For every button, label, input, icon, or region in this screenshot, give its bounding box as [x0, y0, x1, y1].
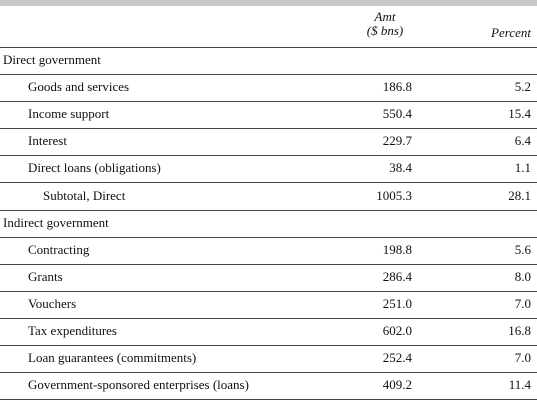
- row-label: Loan guarantees (commitments): [28, 350, 197, 366]
- row-rule: [0, 318, 537, 319]
- section-title: Direct government: [3, 52, 101, 67]
- subtotal-label: Subtotal, Direct: [43, 187, 126, 203]
- row-label: Interest: [28, 133, 67, 149]
- row-rule: [0, 237, 537, 238]
- row-label: Tax expenditures: [28, 323, 117, 338]
- row-percent: 7.0: [514, 295, 531, 311]
- row-percent: 5.6: [514, 241, 531, 257]
- row-amt: 251.0: [382, 295, 412, 311]
- row-rule: [0, 345, 537, 346]
- subtotal-percent: 28.1: [508, 187, 531, 203]
- row-amt: 550.4: [382, 106, 412, 122]
- row-amt: 409.2: [382, 377, 412, 393]
- row-percent: 11.4: [508, 377, 531, 393]
- percent-header: Percent: [491, 25, 531, 40]
- row-rule: [0, 399, 537, 400]
- row-label: Vouchers: [28, 295, 77, 311]
- row-amt: 286.4: [382, 268, 412, 284]
- row-percent: 5.2: [514, 79, 531, 95]
- row-percent: 1.1: [514, 160, 531, 176]
- row-rule: [0, 291, 537, 292]
- row-percent: 7.0: [514, 350, 531, 366]
- row-percent: 15.4: [508, 106, 531, 122]
- row-percent: 16.8: [508, 323, 531, 338]
- header-rule: [0, 47, 537, 48]
- row-amt: 38.4: [389, 160, 412, 176]
- row-amt: 186.8: [382, 79, 412, 95]
- row-rule: [0, 182, 537, 183]
- row-percent: 8.0: [514, 268, 531, 284]
- row-amt: 602.0: [382, 323, 412, 338]
- subtotal-amt: 1005.3: [376, 187, 412, 203]
- row-amt: 198.8: [382, 241, 412, 257]
- row-rule: [0, 155, 537, 156]
- row-label: Government-sponsored enterprises (loans): [28, 377, 249, 393]
- row-label: Contracting: [28, 241, 90, 257]
- row-label: Direct loans (obligations): [28, 160, 161, 176]
- row-rule: [0, 210, 537, 211]
- row-amt: 252.4: [382, 350, 412, 366]
- top-bar: [0, 0, 537, 6]
- row-rule: [0, 101, 537, 102]
- row-rule: [0, 372, 537, 373]
- row-percent: 6.4: [514, 133, 531, 149]
- row-rule: [0, 128, 537, 129]
- row-rule: [0, 74, 537, 75]
- amt-header: Amt: [374, 9, 396, 24]
- row-amt: 229.7: [382, 133, 412, 149]
- row-label: Goods and services: [28, 79, 130, 95]
- section-title: Indirect government: [3, 214, 109, 230]
- row-label: Income support: [28, 106, 110, 122]
- amt-header-unit: ($ bns): [366, 23, 404, 38]
- row-rule: [0, 264, 537, 265]
- row-label: Grants: [28, 268, 63, 284]
